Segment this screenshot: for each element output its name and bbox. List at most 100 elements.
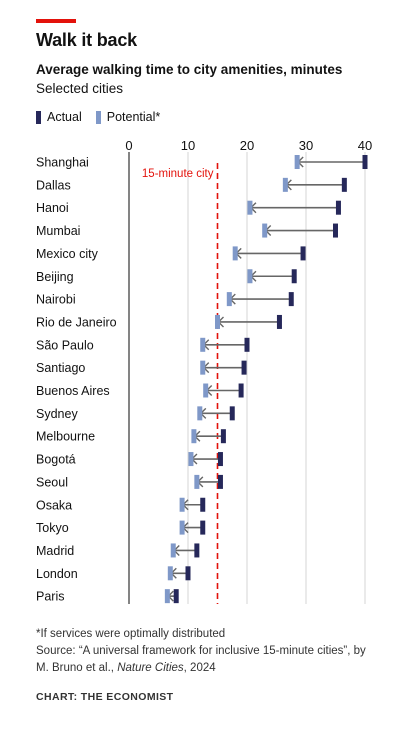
actual-marker <box>333 223 338 238</box>
source: Source: “A universal framework for inclu… <box>36 643 376 677</box>
potential-marker <box>282 177 288 192</box>
actual-marker <box>341 177 347 192</box>
city-label: Mexico city <box>36 247 99 261</box>
actual-marker <box>335 200 341 215</box>
actual-marker <box>200 497 206 512</box>
actual-marker <box>185 566 191 581</box>
city-label: London <box>36 567 78 581</box>
city-row: Rio de Janeiro <box>36 314 282 329</box>
city-label: Seoul <box>36 475 68 489</box>
city-row: Seoul <box>36 474 223 489</box>
reference-label: 15-minute city <box>142 168 214 180</box>
legend-swatch-actual <box>36 110 41 124</box>
chart-notes: *If services were optimally distributed … <box>36 626 376 677</box>
potential-marker <box>167 566 173 581</box>
city-label: Hanoi <box>36 201 69 215</box>
potential-marker <box>262 223 268 238</box>
potential-marker <box>232 246 238 261</box>
city-label: Nairobi <box>36 293 76 307</box>
potential-marker <box>179 520 185 535</box>
footnote: *If services were optimally distributed <box>36 628 226 640</box>
city-label: Paris <box>36 590 64 604</box>
actual-marker <box>217 474 223 489</box>
potential-marker <box>200 360 206 375</box>
city-row: Dallas <box>36 177 347 192</box>
city-label: Sydney <box>36 407 78 421</box>
city-row: Mumbai <box>36 223 338 238</box>
source-suffix: , 2024 <box>183 662 216 674</box>
actual-marker <box>291 269 297 284</box>
city-label: Bogotá <box>36 453 76 467</box>
city-row: Madrid <box>36 543 200 558</box>
x-tick-label: 40 <box>358 138 372 153</box>
potential-marker <box>203 383 209 398</box>
city-row: Buenos Aires <box>36 383 244 398</box>
potential-marker <box>170 543 176 558</box>
legend-item-actual: Actual <box>36 110 82 124</box>
x-tick-label: 0 <box>125 138 132 153</box>
potential-marker <box>179 497 185 512</box>
city-row: Osaka <box>36 497 206 512</box>
city-row: Shanghai <box>36 155 368 170</box>
chart-subtitle: Average walking time to city amenities, … <box>36 62 343 77</box>
actual-marker <box>238 383 244 398</box>
potential-marker <box>197 406 203 421</box>
actual-marker <box>241 360 247 375</box>
potential-marker <box>226 292 232 307</box>
city-label: Santiago <box>36 361 85 375</box>
potential-marker <box>200 337 206 352</box>
actual-marker <box>276 314 282 329</box>
potential-marker <box>294 155 300 169</box>
city-label: São Paulo <box>36 338 94 352</box>
city-label: Dallas <box>36 178 71 192</box>
chart-subtitle-secondary: Selected cities <box>36 81 124 96</box>
actual-marker <box>288 292 294 307</box>
city-row: Hanoi <box>36 200 341 215</box>
chart-credit: CHART: THE ECONOMIST <box>36 691 174 703</box>
city-label: Shanghai <box>36 156 89 170</box>
x-tick-label: 30 <box>299 138 313 153</box>
city-row: Melbourne <box>36 429 226 444</box>
brand-red-bar <box>36 19 76 23</box>
x-tick-label: 10 <box>181 138 195 153</box>
city-row: Santiago <box>36 360 247 375</box>
potential-marker <box>188 452 194 467</box>
dumbbell-chart: 0 10 20 30 40 15-minute city Shanghai Dallas H… <box>36 138 372 604</box>
city-label: Osaka <box>36 498 72 512</box>
city-row: Mexico city <box>36 246 306 261</box>
city-row: Bogotá <box>36 452 223 467</box>
city-label: Madrid <box>36 544 74 558</box>
city-row: Tokyo <box>36 520 206 535</box>
city-label: Rio de Janeiro <box>36 315 117 329</box>
city-row: Nairobi <box>36 292 294 307</box>
potential-marker <box>194 474 200 489</box>
actual-marker <box>173 589 179 604</box>
city-label: Buenos Aires <box>36 384 110 398</box>
source-journal: Nature Cities <box>117 662 184 674</box>
city-row: Paris <box>36 589 179 604</box>
actual-marker <box>217 452 223 467</box>
legend: Actual Potential* <box>36 110 174 124</box>
actual-marker <box>220 429 226 444</box>
source-prefix: Source: “A universal framework for inclu… <box>36 645 366 674</box>
city-label: Melbourne <box>36 430 95 444</box>
city-label: Tokyo <box>36 521 69 535</box>
actual-marker <box>244 337 250 352</box>
actual-marker <box>200 520 206 535</box>
city-row: Sydney <box>36 406 235 421</box>
potential-marker <box>247 200 253 215</box>
city-row: London <box>36 566 191 581</box>
potential-marker <box>215 314 220 329</box>
chart-title: Walk it back <box>36 30 137 50</box>
actual-marker <box>229 406 235 421</box>
potential-marker <box>164 589 170 604</box>
potential-marker <box>247 269 253 284</box>
city-row: Beijing <box>36 269 297 284</box>
actual-marker <box>300 246 306 261</box>
actual-marker <box>194 543 200 558</box>
city-row: São Paulo <box>36 337 250 352</box>
potential-marker <box>191 429 197 444</box>
actual-marker <box>362 155 368 169</box>
legend-label-actual: Actual <box>47 110 82 124</box>
legend-swatch-potential <box>95 110 101 124</box>
